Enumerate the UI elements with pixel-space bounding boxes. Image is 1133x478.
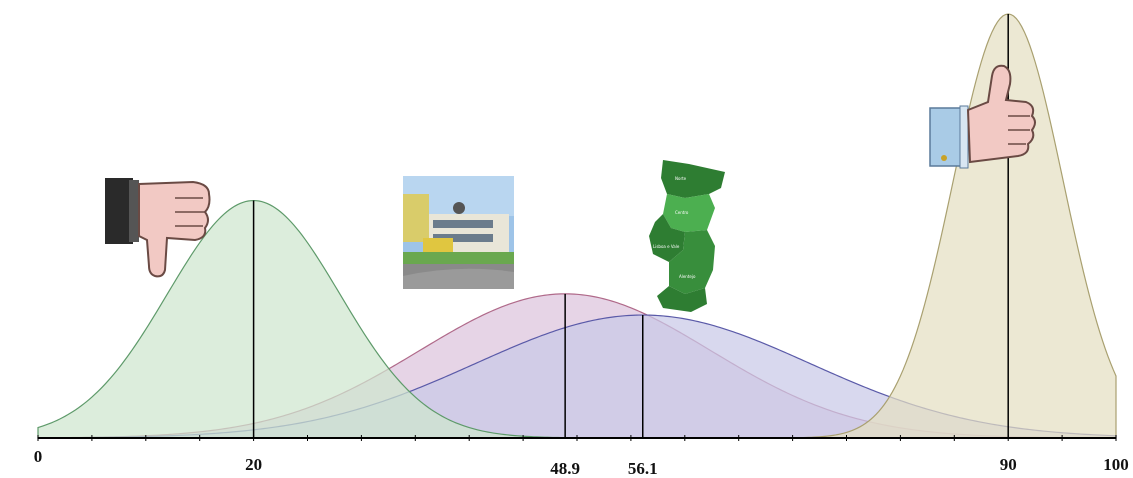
map-region-algarve [657,286,707,312]
minor-ticks [37,435,1117,441]
x-tick-label: 90 [1000,455,1017,474]
x-tick-label: 48.9 [550,459,580,478]
thumbs-up-icon [929,64,1036,169]
map-label-lisboa: Lisboa e Vale [653,244,680,249]
map-label-centro: Centro [675,210,689,215]
x-tick-label: 0 [34,447,43,466]
thumbs-down-icon [105,178,211,278]
x-tick-label: 100 [1103,455,1129,474]
x-tick-label: 56.1 [628,459,658,478]
map-region-norte [661,160,725,198]
x-axis [37,435,1117,441]
portugal-map-icon: Norte Centro Lisboa e Vale Alentejo [649,160,725,312]
map-label-norte: Norte [675,176,687,181]
map-region-centro [663,194,715,232]
map-region-lisboa [649,214,685,262]
tick-labels: 0 20 48.9 56.1 90 100 [34,447,1129,478]
map-label-alentejo: Alentejo [679,274,696,279]
school-building-photo [403,176,514,289]
map-region-alentejo [669,230,715,294]
x-tick-label: 20 [245,455,262,474]
